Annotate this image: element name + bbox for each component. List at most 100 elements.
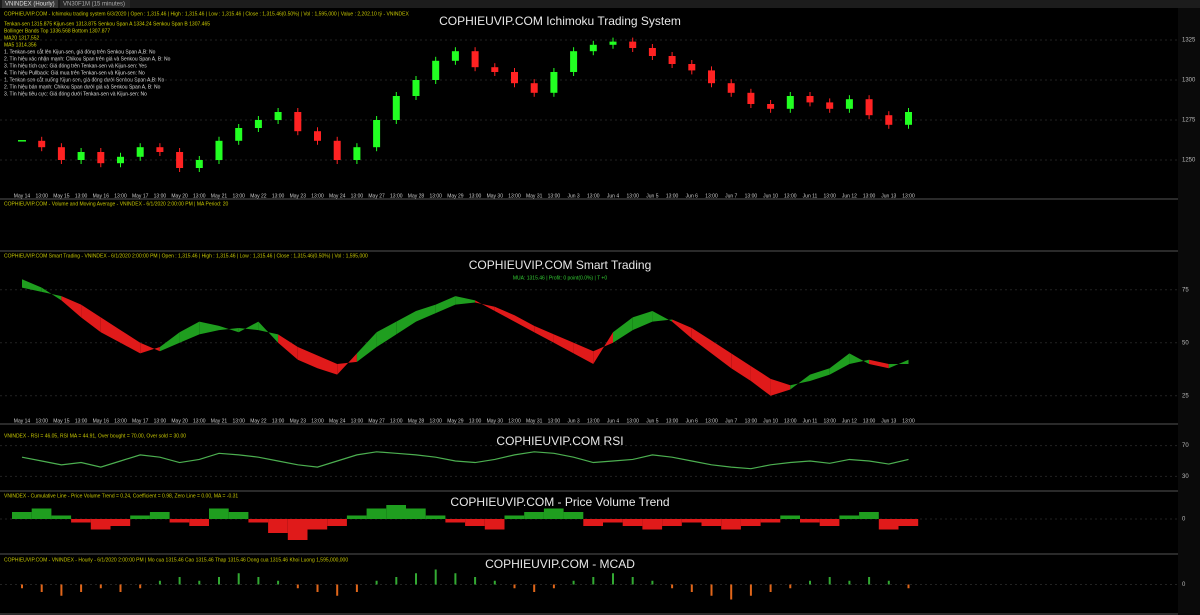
pvt-bar	[71, 519, 91, 523]
panel-header: COPHIEUVIP.COM - Volume and Moving Avera…	[4, 201, 228, 207]
macd-bar	[99, 584, 102, 589]
x-tick-label: 13:00	[232, 418, 245, 424]
pvt-bar	[287, 519, 308, 540]
candle	[491, 67, 499, 72]
macd-bar	[730, 584, 733, 600]
panel-header: VNINDEX - RSI = 46.05, RSI MA = 44.91, O…	[4, 433, 186, 439]
x-tick-label: Jun 11	[803, 418, 818, 424]
x-tick-label: 13:00	[587, 418, 600, 424]
macd-bar	[355, 584, 358, 592]
candle	[629, 41, 637, 48]
trend-band	[22, 279, 42, 292]
macd-bar	[749, 584, 752, 596]
trend-band	[455, 296, 476, 305]
trend-band	[770, 378, 791, 396]
x-tick-label: 13:00	[429, 193, 442, 199]
y-tick-label: 25	[1182, 393, 1189, 399]
macd-bar	[277, 580, 280, 585]
candle	[294, 112, 302, 132]
pvt-bar	[248, 519, 269, 523]
tab[interactable]	[2, 0, 58, 8]
trend-band	[356, 332, 377, 362]
trend-band	[534, 325, 554, 343]
pvt-bar	[800, 519, 820, 523]
x-tick-label: Jun 4	[607, 418, 619, 424]
x-tick-label: May 29	[447, 418, 464, 424]
x-tick-label: May 20	[171, 193, 188, 199]
x-tick-label: 13:00	[745, 193, 758, 199]
pvt-bar	[51, 515, 72, 519]
panel-subheader: MUA: 1315.46 | Profit: 0 point(0.0%) | T…	[513, 275, 607, 281]
macd-bar	[572, 580, 575, 585]
pvt-bar	[504, 515, 525, 519]
x-tick-label: 13:00	[311, 418, 324, 424]
note: 1. Tenkan-sen cắt xuống Kijun-sen, giá đ…	[4, 76, 164, 83]
pvt-bar	[563, 512, 584, 519]
macd-bar	[375, 580, 378, 585]
x-tick-label: 13:00	[114, 418, 127, 424]
x-tick-label: Jun 3	[567, 418, 579, 424]
pvt-bar	[701, 519, 722, 526]
macd-bar	[848, 580, 851, 585]
pvt-bar	[209, 508, 229, 519]
macd-bar	[671, 584, 674, 589]
tab-label[interactable]: VNINDEX (Hourly)	[5, 2, 55, 8]
note: 2. Tín hiệu bán mạnh: Chikou Span dưới g…	[4, 84, 161, 90]
tab-label[interactable]: VN30F1M (15 minutes)	[63, 2, 125, 8]
pvt-bar	[228, 512, 249, 519]
trend-band	[396, 311, 416, 335]
x-tick-label: 13:00	[508, 418, 521, 424]
x-tick-label: 13:00	[705, 193, 718, 199]
macd-bar	[316, 584, 319, 592]
macd-bar	[828, 577, 831, 585]
x-tick-label: 13:00	[35, 193, 48, 199]
candle	[845, 99, 853, 109]
note: MA5 1314.356	[4, 42, 37, 48]
trend-band	[81, 304, 101, 333]
x-tick-label: 13:00	[626, 418, 639, 424]
x-tick-label: 13:00	[508, 193, 521, 199]
y-tick-label: 0	[1182, 582, 1186, 588]
candle	[38, 140, 46, 148]
candle	[314, 131, 321, 141]
y-tick-label: 70	[1182, 443, 1189, 449]
candle	[57, 147, 65, 160]
trend-band	[829, 353, 850, 375]
trend-band	[711, 340, 732, 369]
tab[interactable]	[60, 0, 130, 8]
x-tick-label: 13:00	[902, 193, 915, 199]
pvt-bar	[307, 519, 328, 530]
candle	[747, 92, 755, 104]
x-tick-label: May 29	[447, 193, 464, 199]
x-tick-label: May 27	[368, 418, 385, 424]
trend-band	[494, 306, 515, 322]
macd-bar	[809, 580, 811, 585]
macd-bar	[887, 580, 890, 585]
pvt-bar	[898, 519, 919, 526]
x-tick-label: Jun 10	[763, 418, 778, 424]
pvt-bar	[90, 519, 111, 530]
x-tick-label: May 17	[132, 193, 149, 199]
x-tick-label: May 22	[250, 418, 267, 424]
candle	[786, 96, 794, 109]
x-tick-label: 13:00	[745, 418, 758, 424]
trend-band	[219, 325, 239, 333]
macd-bar	[769, 584, 772, 592]
trend-band	[337, 353, 357, 375]
panel-title: COPHIEUVIP.COM - Price Volume Trend	[450, 495, 669, 509]
pvt-bar	[366, 508, 387, 519]
pvt-bar	[740, 519, 761, 526]
x-tick-label: 13:00	[390, 193, 403, 199]
candle	[688, 64, 696, 71]
x-tick-label: 13:00	[705, 418, 718, 424]
macd-bar	[493, 580, 496, 585]
candle	[905, 112, 912, 125]
x-tick-label: May 30	[487, 193, 504, 199]
trend-band	[672, 319, 692, 339]
trend-band	[100, 317, 121, 343]
panel-title: COPHIEUVIP.COM Smart Trading	[469, 258, 652, 272]
x-tick-label: 13:00	[390, 418, 403, 424]
